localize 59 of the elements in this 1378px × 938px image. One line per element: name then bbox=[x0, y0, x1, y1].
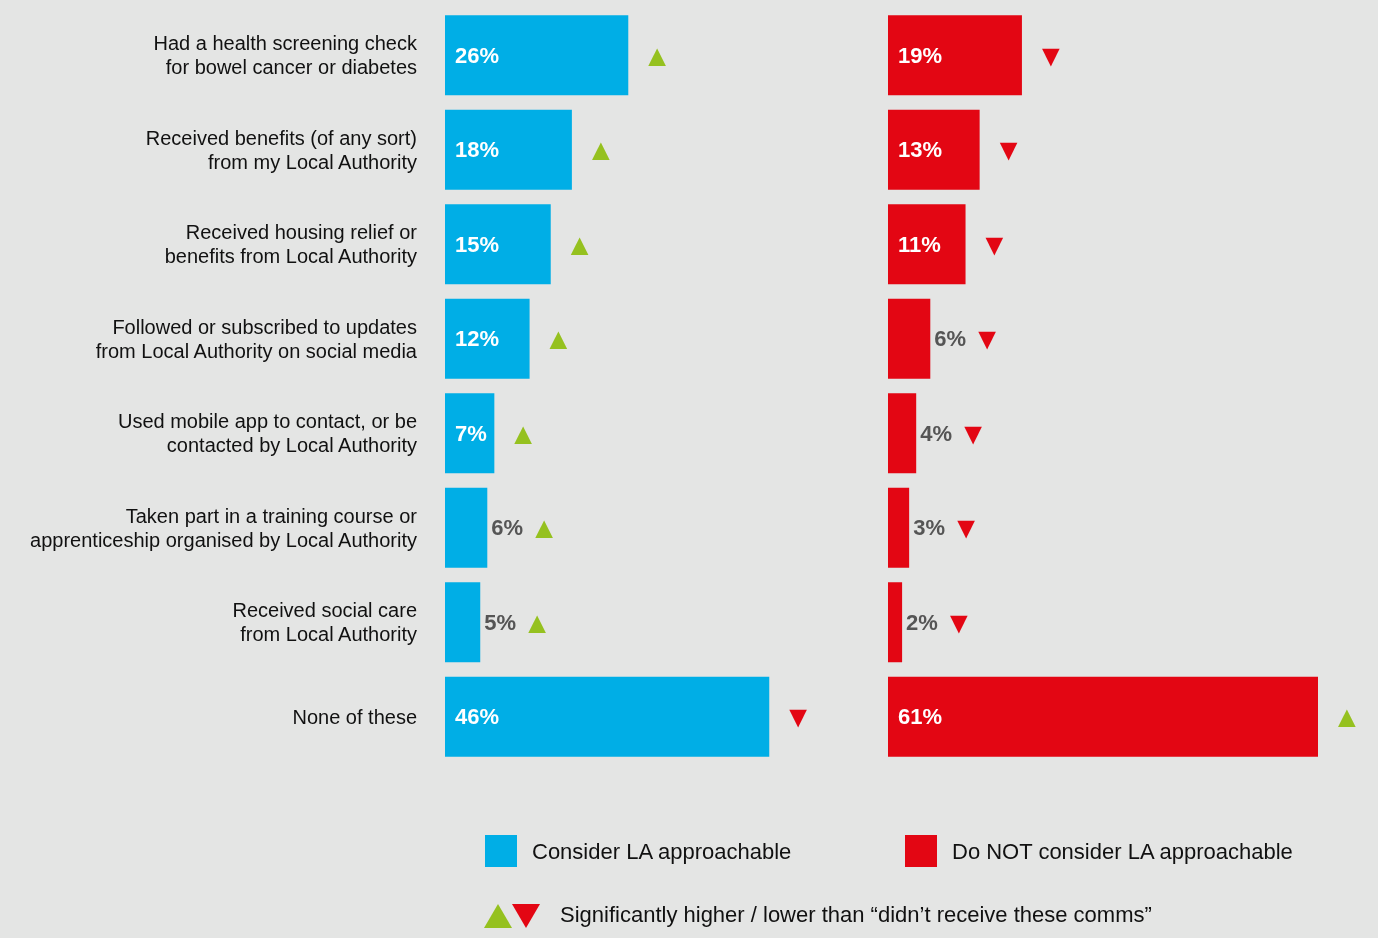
annotation: ▲ bbox=[642, 38, 672, 72]
data-label: 15% bbox=[455, 231, 500, 257]
annotation: ▼ bbox=[979, 227, 1010, 261]
bar bbox=[888, 393, 917, 474]
data-label: 13% bbox=[898, 137, 943, 163]
y-tick-label: Received social care from Local Authority bbox=[232, 599, 417, 646]
annotation: ▼ bbox=[783, 700, 813, 734]
bar bbox=[888, 109, 980, 190]
bar bbox=[888, 676, 1318, 757]
y-tick-label: Had a health screening check for bowel cancer or diabetes bbox=[153, 32, 418, 79]
bar bbox=[888, 298, 931, 379]
annotation: ▲ bbox=[564, 227, 595, 261]
bar bbox=[445, 393, 495, 474]
data-label: 6% bbox=[934, 326, 967, 352]
data-label: 7% bbox=[455, 420, 487, 446]
text: Significantly higher / lower than “didn’t receive these comms” bbox=[560, 902, 1152, 928]
annotation: ▲ bbox=[543, 322, 574, 356]
annotation: ▲ bbox=[508, 416, 539, 450]
bar bbox=[445, 109, 572, 190]
data-label: 3% bbox=[913, 515, 945, 541]
bar bbox=[445, 582, 481, 663]
y-tick-label: Received benefits (of any sort) from my Local Authority bbox=[145, 126, 417, 173]
data-label: 4% bbox=[920, 420, 952, 446]
data-label: 5% bbox=[484, 609, 517, 635]
data-label: 26% bbox=[455, 42, 500, 68]
annotation: ▼ bbox=[993, 133, 1024, 167]
data-label: 12% bbox=[455, 326, 500, 352]
bar bbox=[445, 204, 551, 285]
bar bbox=[888, 582, 903, 663]
y-tick-label: Used mobile app to contact, or be contacted by Local Authority bbox=[117, 410, 417, 457]
bar bbox=[445, 676, 770, 757]
y-tick-label: Taken part in a training course or apprenticeship organised by Local Authority bbox=[30, 504, 418, 551]
bar bbox=[888, 204, 966, 285]
bar bbox=[445, 487, 488, 568]
annotation: ▼ bbox=[1035, 38, 1066, 72]
y-tick-label: Followed or subscribed to updates from Local Authority on social media bbox=[95, 315, 418, 362]
y-tick-label: Received housing relief or benefits from Local Authority bbox=[164, 221, 418, 268]
data-label: 18% bbox=[455, 137, 500, 163]
bar bbox=[888, 487, 910, 568]
annotation: ▲ bbox=[529, 511, 559, 545]
annotation: ▼ bbox=[944, 605, 974, 639]
data-label: 46% bbox=[455, 704, 500, 730]
bar bbox=[445, 15, 629, 96]
annotation: ▼ bbox=[951, 511, 981, 545]
annotation: ▼ bbox=[958, 416, 988, 450]
annotation: ▲ bbox=[1332, 700, 1362, 734]
bar bbox=[888, 15, 1022, 96]
data-label: 2% bbox=[906, 609, 938, 635]
data-label: 11% bbox=[898, 231, 941, 257]
legend-label: Do NOT consider LA approachable bbox=[952, 838, 1293, 864]
data-label: 19% bbox=[898, 42, 943, 68]
annotation: ▲ bbox=[522, 605, 552, 639]
annotation: ▲ bbox=[585, 133, 616, 167]
y-tick-label: None of these bbox=[292, 705, 417, 728]
data-label: 61% bbox=[898, 704, 943, 730]
annotation: ▼ bbox=[972, 322, 1002, 356]
bar bbox=[445, 298, 530, 379]
data-label: 6% bbox=[491, 515, 524, 541]
legend-label: Consider LA approachable bbox=[532, 838, 792, 864]
